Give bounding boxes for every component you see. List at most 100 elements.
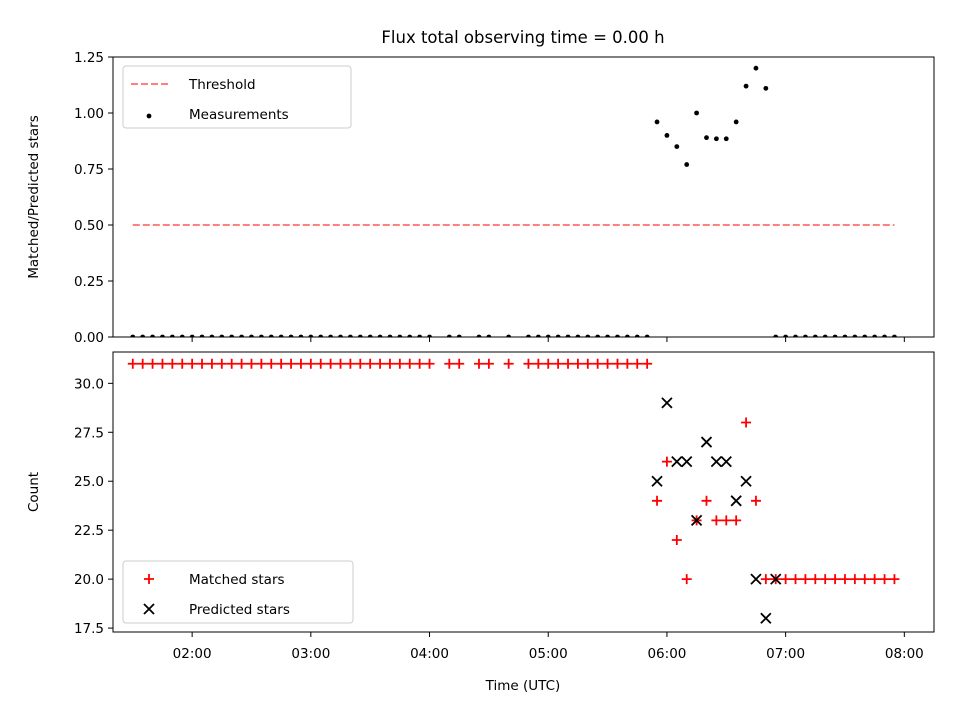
matched-star-marker	[859, 574, 870, 585]
matched-star-marker	[424, 358, 435, 369]
measurement-point	[140, 334, 146, 337]
measurement-point	[793, 334, 798, 337]
measurement-point	[615, 334, 620, 337]
measurement-point	[169, 334, 175, 337]
matched-star-marker	[473, 358, 484, 369]
matched-star-marker	[642, 358, 653, 369]
matched-star-marker	[157, 358, 168, 369]
measurement-point	[644, 334, 650, 337]
measurement-point	[357, 334, 363, 337]
bottom-x-axis-label: Time (UTC)	[485, 678, 561, 694]
legend-matched-swatch	[144, 574, 154, 584]
top-y-tick-label: 0.75	[74, 162, 104, 178]
matched-star-marker	[345, 358, 356, 369]
measurement-point	[535, 334, 541, 337]
matched-star-marker	[315, 358, 326, 369]
matched-star-marker	[820, 574, 831, 585]
x-tick-label: 02:00	[173, 646, 212, 662]
top-chart-title: Flux total observing time = 0.00 h	[381, 28, 664, 47]
matched-star-marker	[602, 358, 613, 369]
measurement-point	[209, 334, 215, 337]
predicted-star-marker	[700, 436, 713, 448]
measurement-point	[852, 334, 858, 337]
measurement-point	[219, 334, 225, 337]
matched-star-marker	[750, 495, 761, 506]
matched-star-marker	[780, 574, 791, 585]
measurement-point	[624, 334, 630, 337]
predicted-star-marker	[730, 495, 742, 507]
matched-star-marker	[394, 358, 405, 369]
matched-star-marker	[553, 358, 564, 369]
measurement-point	[773, 334, 779, 337]
measurement-point	[377, 334, 383, 337]
matched-star-marker	[889, 574, 900, 585]
measurement-point	[387, 334, 393, 337]
bottom-y-tick-label: 30.0	[74, 376, 104, 392]
matched-star-marker	[266, 358, 277, 369]
measurement-point	[338, 334, 343, 337]
measurement-point	[160, 334, 165, 337]
measurement-point	[476, 334, 482, 337]
measurement-point	[318, 334, 324, 337]
matched-star-marker	[839, 574, 850, 585]
top-axes-frame	[112, 56, 935, 338]
measurement-point	[150, 334, 155, 337]
measurement-point	[367, 334, 373, 337]
matched-star-marker	[879, 574, 890, 585]
matched-star-marker	[365, 358, 376, 369]
matched-star-marker	[721, 515, 732, 526]
predicted-star-marker	[671, 456, 683, 468]
top-y-tick-label: 1.00	[74, 106, 104, 122]
predicted-star-marker	[750, 573, 762, 585]
x-tick-label: 05:00	[529, 646, 568, 662]
matched-star-marker	[325, 358, 336, 369]
bottom-y-axis-label: Count	[26, 472, 42, 512]
top-legend-box	[122, 65, 352, 129]
legend-label: Matched stars	[189, 572, 285, 588]
top-y-tick-label: 0.25	[74, 274, 104, 290]
bottom-y-tick-label: 17.5	[74, 621, 104, 637]
top-y-tick-label: 0.00	[74, 330, 104, 346]
matched-star-marker	[622, 358, 633, 369]
bottom-plot-panel: 02:00 03:00 04:00 05:00 06:00 07:00 08:00 17.5 2…	[74, 351, 935, 662]
matched-star-marker	[226, 358, 237, 369]
measurement-point	[882, 334, 887, 337]
matched-star-marker	[335, 358, 346, 369]
matched-star-marker	[375, 358, 386, 369]
matched-star-marker	[652, 495, 663, 506]
measurement-point	[258, 334, 264, 337]
matched-star-marker	[246, 358, 257, 369]
matched-star-marker	[503, 358, 514, 369]
bottom-legend: Matched stars Predicted stars	[122, 560, 354, 624]
matched-star-marker	[384, 358, 395, 369]
x-tick-label: 06:00	[647, 646, 686, 662]
predicted-star-marker	[740, 475, 752, 487]
measurement-point	[347, 334, 353, 337]
measurement-point	[397, 334, 403, 337]
measurement-point	[892, 334, 897, 337]
measurement-point	[506, 334, 512, 337]
measurement-point	[733, 119, 739, 125]
measurement-point	[565, 334, 571, 337]
matched-star-marker	[731, 515, 742, 526]
matched-star-marker	[869, 574, 880, 585]
matched-star-marker	[216, 358, 227, 369]
top-legend: Threshold Measurements	[122, 65, 352, 129]
top-plot-area	[130, 65, 897, 337]
predicted-star-marker	[651, 475, 663, 487]
bottom-y-tick-label: 20.0	[74, 572, 104, 588]
legend-label: Measurements	[189, 107, 289, 123]
matched-star-marker	[286, 358, 297, 369]
matched-star-marker	[167, 358, 178, 369]
matched-star-marker	[355, 358, 366, 369]
bottom-legend-box	[122, 560, 354, 624]
measurement-point	[832, 334, 838, 337]
measurement-point	[842, 334, 848, 337]
predicted-star-marker	[661, 397, 673, 409]
measurement-point	[575, 334, 581, 337]
measurement-point	[585, 334, 591, 337]
matched-star-marker	[681, 574, 692, 585]
bottom-plot-area	[127, 358, 900, 624]
measurement-point	[427, 334, 432, 337]
measurement-point	[486, 334, 492, 337]
